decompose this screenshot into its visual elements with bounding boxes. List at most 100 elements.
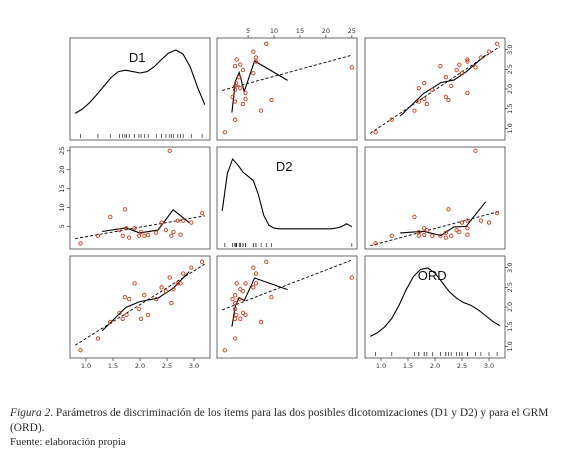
data-point [251, 49, 256, 54]
data-point [238, 316, 243, 321]
panel-ord-d2 [216, 255, 358, 359]
data-point [253, 55, 259, 60]
data-point [154, 296, 159, 302]
data-point [230, 296, 235, 302]
data-point [222, 130, 227, 135]
tick-label: 25 [348, 27, 356, 35]
data-point [494, 41, 500, 46]
data-point [459, 71, 465, 76]
data-point [117, 310, 122, 316]
data-point [243, 96, 248, 101]
data-point [438, 64, 443, 69]
density-curve-d2 [221, 157, 353, 230]
data-point [416, 233, 421, 238]
data-point [117, 227, 122, 233]
data-point [389, 233, 394, 238]
data-point [457, 229, 462, 235]
data-point [159, 285, 164, 290]
tick-label: 1.5 [108, 362, 118, 370]
data-point [443, 230, 448, 235]
data-point [120, 233, 125, 238]
figure-source: Fuente: elaboración propia [10, 436, 126, 448]
data-point [459, 220, 465, 225]
diagonal-label-d2: D2 [276, 159, 293, 174]
data-point [253, 271, 259, 276]
data-point [243, 281, 248, 286]
tick-label: 20 [322, 27, 330, 35]
data-point [446, 207, 451, 212]
data-point [253, 281, 259, 286]
data-point [181, 271, 186, 276]
tick-label: 2.0 [135, 362, 145, 370]
data-point [422, 232, 427, 238]
data-point [95, 233, 101, 238]
data-point [169, 233, 174, 238]
data-point [449, 233, 454, 238]
data-point [171, 229, 176, 235]
data-point [127, 296, 132, 302]
tick-label: 25 [58, 147, 66, 155]
data-point [416, 99, 421, 104]
data-point [465, 218, 470, 223]
data-point [167, 275, 172, 280]
data-point [234, 281, 239, 286]
data-point [178, 232, 183, 237]
data-point [416, 86, 421, 91]
data-point [465, 57, 470, 62]
data-point [251, 285, 256, 290]
data-point [238, 86, 243, 91]
data-point [108, 319, 113, 325]
data-point [136, 233, 142, 238]
data-point [127, 235, 132, 240]
tick-label: 1.0 [506, 341, 514, 351]
scatterplot-matrix: D1 D2 ORD 1.0 1.5 2.0 2.5 3.0 1.0 1.5 2.0 2.5 3.0 5 10… [58, 27, 514, 370]
data-point [457, 62, 462, 67]
tick-label: 2.5 [162, 362, 172, 370]
data-point [465, 59, 470, 64]
figure-label: Figura 2 [10, 407, 51, 419]
data-point [494, 210, 500, 216]
regression-line [222, 259, 352, 311]
tick-label: 5 [246, 27, 250, 35]
tick-label: 1.0 [376, 362, 386, 370]
tick-label: 2.5 [457, 362, 467, 370]
data-point [237, 296, 242, 302]
tick-label: 10 [270, 27, 278, 35]
data-point [175, 218, 180, 223]
data-point [240, 310, 246, 316]
data-point [234, 57, 239, 62]
data-point [424, 101, 430, 107]
data-point [412, 214, 417, 220]
data-point [159, 220, 164, 225]
data-point [258, 108, 264, 113]
data-point [237, 75, 242, 80]
tick-label: 20 [58, 166, 66, 174]
data-point [232, 64, 238, 69]
data-point [78, 241, 83, 246]
data-point [240, 101, 246, 107]
data-point [422, 226, 427, 231]
data-point [132, 226, 137, 231]
tick-label: 2.5 [506, 64, 514, 74]
smoother-line [400, 201, 487, 237]
tick-label: 15 [58, 184, 66, 192]
data-point [465, 226, 470, 231]
data-point [486, 49, 492, 54]
data-point [446, 97, 451, 103]
data-point [181, 218, 186, 223]
diagonal-label-ord: ORD [418, 268, 447, 283]
tick-label: 1.0 [81, 362, 91, 370]
data-point [163, 289, 169, 294]
tick-label: 2.0 [506, 302, 514, 312]
data-point [430, 233, 435, 238]
smoother-line [399, 54, 486, 117]
data-point [78, 348, 83, 353]
data-point [269, 295, 274, 300]
data-point [232, 117, 238, 122]
data-point [222, 348, 227, 353]
data-point [167, 148, 172, 153]
tick-label: 1.0 [506, 123, 514, 133]
data-point [199, 259, 205, 264]
data-point [108, 214, 113, 220]
tick-label: 2.5 [506, 282, 514, 292]
